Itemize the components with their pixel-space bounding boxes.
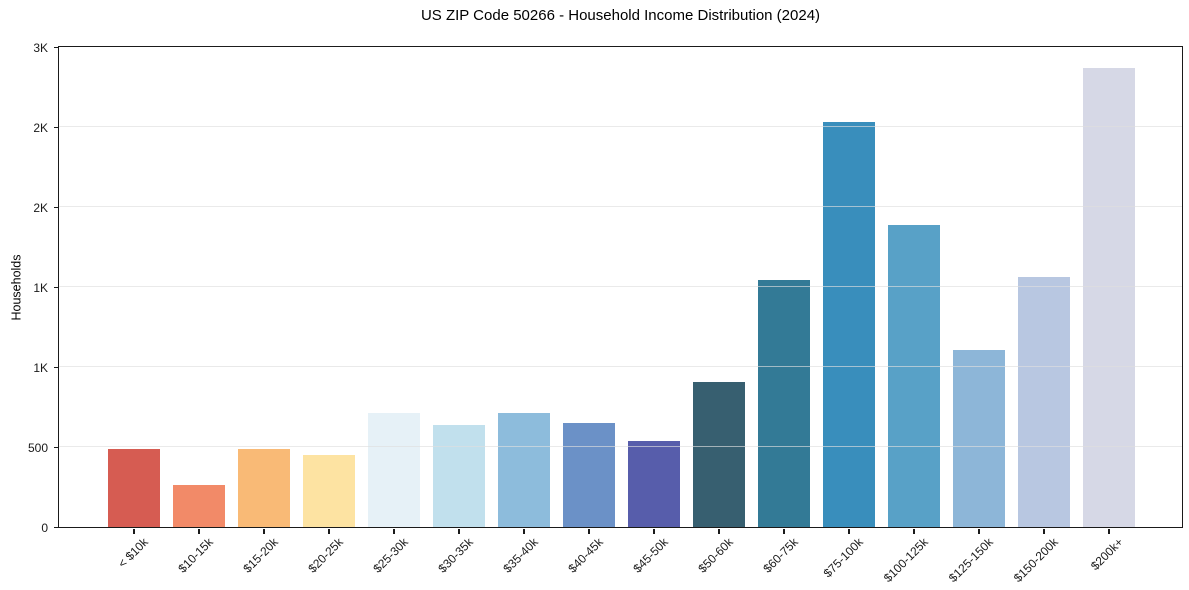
x-tick-mark-150-200k: [1043, 529, 1045, 534]
x-tick-mark-50-60k: [718, 529, 720, 534]
gridline-2500: [58, 126, 1182, 127]
x-tick-mark-125-150k: [978, 529, 980, 534]
bar-35-40k: [497, 412, 550, 527]
bar-150-200k: [1017, 276, 1070, 527]
y-tick-label-1500: 1K: [33, 280, 48, 295]
bar-60-75k: [757, 279, 810, 527]
gridline-500: [58, 446, 1182, 447]
x-tick-mark-20-25k: [328, 529, 330, 534]
gridline-2000: [58, 206, 1182, 207]
bar-20-25k: [302, 455, 355, 527]
chart-title: US ZIP Code 50266 - Household Income Dis…: [420, 7, 821, 24]
bar-10-15k: [172, 485, 225, 527]
y-tick-label-3000: 3K: [33, 40, 48, 55]
bar-25-30k: [367, 412, 420, 527]
x-tick-mark-10-15k: [198, 529, 200, 534]
bar-100-125k: [887, 224, 940, 527]
bar-15-20k: [237, 448, 290, 527]
x-tick-mark-10k: [133, 529, 135, 534]
x-tick-mark-25-30k: [393, 529, 395, 534]
y-tick-label-2000: 2K: [33, 200, 48, 215]
y-tick-mark-2500: [53, 126, 58, 129]
bar-75-100k: [822, 122, 875, 527]
y-tick-label-2500: 2K: [33, 120, 48, 135]
x-tick-mark-100-125k: [913, 529, 915, 534]
bar-40-45k: [562, 423, 615, 527]
x-tick-mark-40-45k: [588, 529, 590, 534]
y-tick-mark-2000: [53, 206, 58, 209]
y-tick-label-0: 0: [41, 520, 48, 535]
y-tick-mark-1000: [53, 366, 58, 369]
x-tick-mark-200k+: [1108, 529, 1110, 534]
x-tick-mark-15-20k: [263, 529, 265, 534]
y-tick-label-1000: 1K: [33, 360, 48, 375]
x-tick-mark-60-75k: [783, 529, 785, 534]
y-tick-mark-1500: [53, 286, 58, 289]
y-tick-label-500: 500: [27, 440, 48, 455]
x-tick-mark-75-100k: [848, 529, 850, 534]
y-tick-mark-0: [53, 526, 58, 529]
plot-area: [57, 46, 1183, 528]
x-tick-mark-45-50k: [653, 529, 655, 534]
x-tick-mark-35-40k: [523, 529, 525, 534]
y-tick-mark-500: [53, 446, 58, 449]
gridline-1500: [58, 286, 1182, 287]
bar-45-50k: [627, 440, 680, 527]
bar-200k+: [1082, 67, 1135, 527]
bar-125-150k: [952, 350, 1005, 527]
gridline-1000: [58, 366, 1182, 367]
bar-50-60k: [692, 382, 745, 527]
y-tick-mark-3000: [53, 46, 58, 49]
bar-10k: [107, 448, 160, 527]
x-tick-label-10k: < $10k: [115, 535, 151, 571]
bar-30-35k: [432, 424, 485, 527]
x-tick-mark-30-35k: [458, 529, 460, 534]
